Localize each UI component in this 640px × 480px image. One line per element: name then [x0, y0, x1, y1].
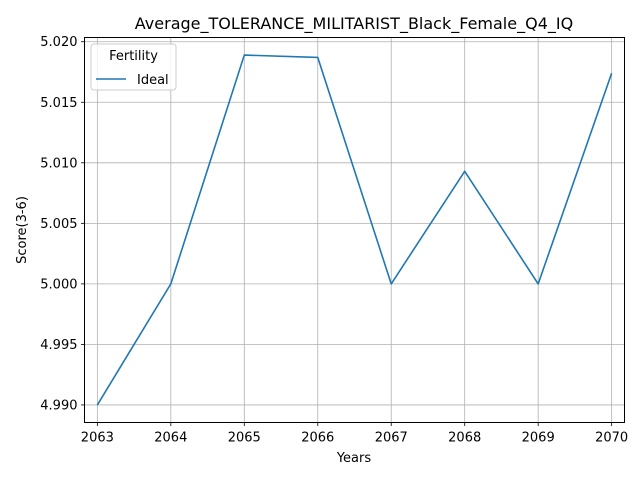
- series-line-ideal: [96, 54, 613, 406]
- y-tick-label: 4.995: [40, 338, 77, 353]
- series-layer: [96, 54, 613, 406]
- x-axis: 2063 2064 2065 2066 2067 2068 2069 2070: [81, 422, 628, 446]
- y-tick-label: 5.015: [40, 96, 77, 111]
- y-axis-label: Score(3-6): [15, 196, 30, 264]
- y-tick-label: 4.990: [40, 398, 77, 413]
- y-tick-label: 5.000: [40, 277, 77, 292]
- x-tick-label: 2066: [301, 431, 334, 446]
- x-tick-label: 2070: [595, 431, 628, 446]
- x-tick-label: 2065: [228, 431, 261, 446]
- x-axis-label: Years: [336, 451, 372, 466]
- y-axis: 4.990 4.995 5.000 5.005 5.010 5.015 5.020: [40, 35, 85, 413]
- x-tick-label: 2067: [375, 431, 408, 446]
- x-tick-label: 2064: [154, 431, 187, 446]
- legend-title: Fertility: [109, 49, 158, 64]
- y-tick-label: 5.010: [40, 156, 77, 171]
- x-tick-label: 2063: [81, 431, 114, 446]
- legend-label-ideal: Ideal: [137, 73, 169, 88]
- legend: Fertility Ideal: [90, 43, 177, 91]
- y-tick-label: 5.020: [40, 35, 77, 50]
- grid: [84, 37, 625, 423]
- chart-title: Average_TOLERANCE_MILITARIST_Black_Femal…: [135, 14, 573, 34]
- plot-frame: [84, 37, 625, 423]
- y-tick-label: 5.005: [40, 217, 77, 232]
- x-tick-label: 2069: [522, 431, 555, 446]
- x-tick-label: 2068: [448, 431, 481, 446]
